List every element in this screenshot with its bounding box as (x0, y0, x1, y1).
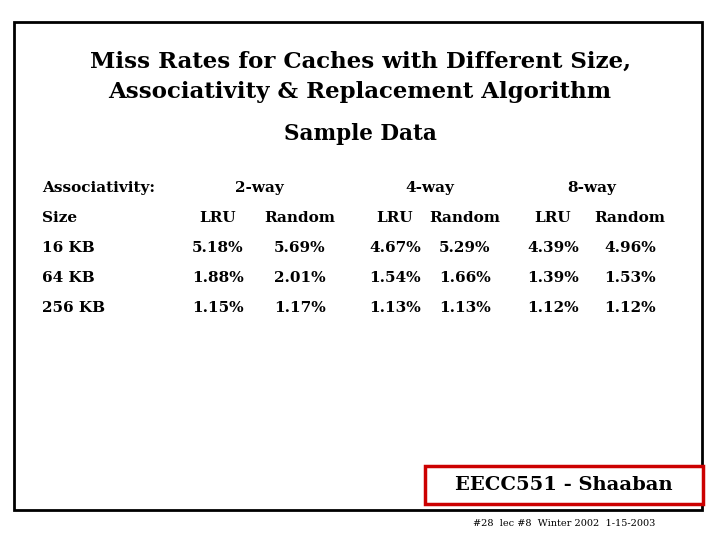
Text: 1.12%: 1.12% (604, 301, 656, 315)
Text: Random: Random (595, 211, 665, 225)
Text: 1.15%: 1.15% (192, 301, 244, 315)
Text: 4-way: 4-way (405, 181, 454, 195)
Text: 4.39%: 4.39% (527, 241, 579, 255)
Text: LRU: LRU (535, 211, 571, 225)
Text: LRU: LRU (199, 211, 236, 225)
Text: Sample Data: Sample Data (284, 123, 436, 145)
Text: 2-way: 2-way (235, 181, 284, 195)
Text: LRU: LRU (377, 211, 413, 225)
Text: EECC551 - Shaaban: EECC551 - Shaaban (455, 476, 672, 494)
Text: 5.69%: 5.69% (274, 241, 326, 255)
Text: Associativity:: Associativity: (42, 181, 155, 195)
Text: Random: Random (430, 211, 500, 225)
Text: Miss Rates for Caches with Different Size,: Miss Rates for Caches with Different Siz… (89, 51, 631, 73)
Text: 1.12%: 1.12% (527, 301, 579, 315)
FancyBboxPatch shape (425, 466, 703, 504)
Text: 1.53%: 1.53% (604, 271, 656, 285)
Text: 5.29%: 5.29% (439, 241, 491, 255)
Text: 4.96%: 4.96% (604, 241, 656, 255)
Text: 5.18%: 5.18% (192, 241, 244, 255)
Text: 1.66%: 1.66% (439, 271, 491, 285)
Text: 1.17%: 1.17% (274, 301, 326, 315)
Text: #28  lec #8  Winter 2002  1-15-2003: #28 lec #8 Winter 2002 1-15-2003 (473, 519, 655, 529)
Text: 64 KB: 64 KB (42, 271, 95, 285)
Text: 8-way: 8-way (567, 181, 616, 195)
Text: 2.01%: 2.01% (274, 271, 326, 285)
Text: Size: Size (42, 211, 77, 225)
Text: 16 KB: 16 KB (42, 241, 95, 255)
Text: 1.39%: 1.39% (527, 271, 579, 285)
Text: Random: Random (264, 211, 336, 225)
Text: 1.88%: 1.88% (192, 271, 244, 285)
Text: 256 KB: 256 KB (42, 301, 105, 315)
FancyBboxPatch shape (14, 22, 702, 510)
Text: 4.67%: 4.67% (369, 241, 421, 255)
Text: 1.13%: 1.13% (439, 301, 491, 315)
Text: 1.54%: 1.54% (369, 271, 420, 285)
Text: 1.13%: 1.13% (369, 301, 421, 315)
Text: Associativity & Replacement Algorithm: Associativity & Replacement Algorithm (109, 81, 611, 103)
